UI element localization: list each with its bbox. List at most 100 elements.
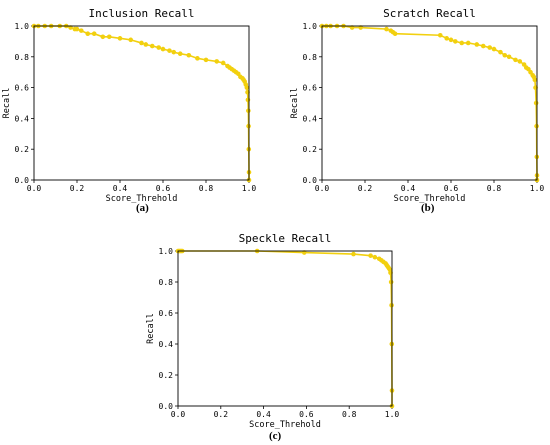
recall-point (186, 52, 192, 58)
recall-point (74, 26, 80, 32)
recall-point (465, 40, 471, 46)
x-tick-label: 0.8 (199, 184, 214, 193)
recall-point (177, 51, 183, 57)
y-tick-label: 0.6 (15, 84, 30, 93)
recall-point (106, 34, 112, 40)
x-tick-label: 0.8 (342, 410, 357, 419)
recall-point (437, 32, 443, 38)
x-tick-label: 0.4 (113, 184, 128, 193)
recall-series-line (178, 250, 393, 406)
x-axis-label: Score_Threhold (249, 420, 321, 430)
x-tick-label: 0.6 (299, 410, 314, 419)
y-tick-label: 0.8 (15, 53, 30, 62)
x-axis-label: Score_Threhold (106, 194, 178, 204)
caption-b: (b) (421, 202, 435, 214)
recall-point (244, 85, 250, 90)
recall-point (128, 37, 134, 43)
x-tick-label: 0.4 (256, 410, 271, 419)
x-tick-label: 0.2 (214, 410, 229, 419)
y-tick-label: 1.0 (159, 247, 174, 256)
scratch-recall-panel: Scratch Recall 0.0 0.2 0.4 0.6 0.8 1.0 0.0 0.2 0.… (285, 0, 550, 215)
y-tick-label: 0.0 (159, 402, 174, 411)
recall-point (388, 279, 394, 285)
speckle-recall-panel: Speckle Recall 0.0 0.2 0.4 0.6 0.8 1.0 0.0 0.2 0.… (140, 228, 410, 445)
recall-point (502, 52, 508, 58)
y-tick-label: 0.0 (303, 176, 318, 185)
recall-point (91, 31, 97, 36)
recall-point (372, 254, 378, 260)
x-tick-label: 0.6 (156, 184, 171, 193)
x-tick-label: 0.0 (315, 184, 330, 193)
y-tick-label: 0.4 (159, 340, 174, 349)
recall-point (156, 45, 161, 50)
y-tick-label: 0.2 (159, 371, 174, 380)
recall-point (167, 48, 172, 53)
recall-point (85, 31, 91, 36)
recall-point (195, 56, 200, 61)
recall-point (245, 97, 251, 103)
caption-a: (a) (136, 202, 149, 214)
recall-point (498, 49, 503, 55)
y-axis-label: Recall (146, 313, 156, 344)
scratch-recall-chart: Scratch Recall 0.0 0.2 0.4 0.6 0.8 1.0 0.0 0.2 0.… (290, 7, 545, 204)
x-tick-label: 0.2 (358, 184, 373, 193)
recall-point (160, 46, 166, 52)
plot-frame (177, 250, 393, 407)
chart-title: Speckle Recall (239, 232, 332, 245)
y-tick-label: 0.4 (15, 114, 30, 123)
x-tick-label: 1.0 (530, 184, 545, 193)
y-tick-label: 0.8 (303, 53, 318, 62)
y-tick-label: 0.2 (303, 145, 318, 154)
y-tick-label: 1.0 (15, 22, 30, 31)
x-tick-label: 1.0 (242, 184, 257, 193)
x-axis-label: Score_Threhold (394, 194, 466, 204)
speckle-recall-chart: Speckle Recall 0.0 0.2 0.4 0.6 0.8 1.0 0.0 0.2 0.… (146, 232, 399, 430)
y-axis-label: Recall (290, 88, 300, 119)
chart-title: Inclusion Recall (89, 7, 195, 20)
y-tick-label: 0.2 (15, 145, 30, 154)
recall-point (444, 36, 449, 41)
recall-point (453, 39, 458, 44)
x-tick-label: 0.2 (70, 184, 85, 193)
recall-point (532, 77, 538, 83)
recall-point (139, 40, 144, 46)
recall-point (203, 57, 209, 63)
recall-point (143, 42, 149, 47)
recall-point (117, 36, 123, 41)
x-tick-label: 0.8 (487, 184, 502, 193)
chart-title: Scratch Recall (383, 7, 476, 20)
recall-point (487, 45, 492, 50)
recall-series-line (322, 25, 538, 180)
x-tick-label: 0.6 (444, 184, 459, 193)
recall-point (513, 57, 518, 63)
y-tick-label: 0.6 (303, 84, 318, 93)
recall-point (517, 59, 523, 64)
y-tick-label: 0.4 (303, 114, 318, 123)
recall-point (220, 60, 226, 66)
x-tick-label: 0.0 (27, 184, 42, 193)
recall-point (149, 43, 155, 49)
recall-point (491, 46, 497, 52)
x-tick-label: 0.4 (401, 184, 416, 193)
y-axis-label: Recall (2, 88, 12, 119)
inclusion-recall-panel: Inclusion Recall 0.0 0.2 0.4 0.6 0.8 1.0 0.0 0.2… (0, 0, 275, 215)
recall-point (533, 100, 539, 106)
inclusion-recall-chart: Inclusion Recall 0.0 0.2 0.4 0.6 0.8 1.0 0.0 0.2… (2, 7, 257, 204)
recall-point (368, 253, 373, 258)
plot-frame (321, 25, 538, 181)
recall-point (480, 43, 486, 49)
recall-point (100, 34, 106, 40)
recall-series-line (34, 25, 250, 180)
recall-point (171, 49, 177, 55)
recall-point (214, 59, 220, 64)
recall-point (392, 31, 398, 36)
recall-point (474, 42, 480, 47)
y-tick-label: 1.0 (303, 22, 318, 31)
y-tick-label: 0.6 (159, 309, 174, 318)
plot-frame (33, 25, 250, 181)
recall-point (506, 54, 512, 60)
recall-point (351, 251, 356, 257)
recall-point (459, 40, 465, 46)
y-tick-label: 0.8 (159, 278, 174, 287)
recall-point (384, 26, 389, 32)
